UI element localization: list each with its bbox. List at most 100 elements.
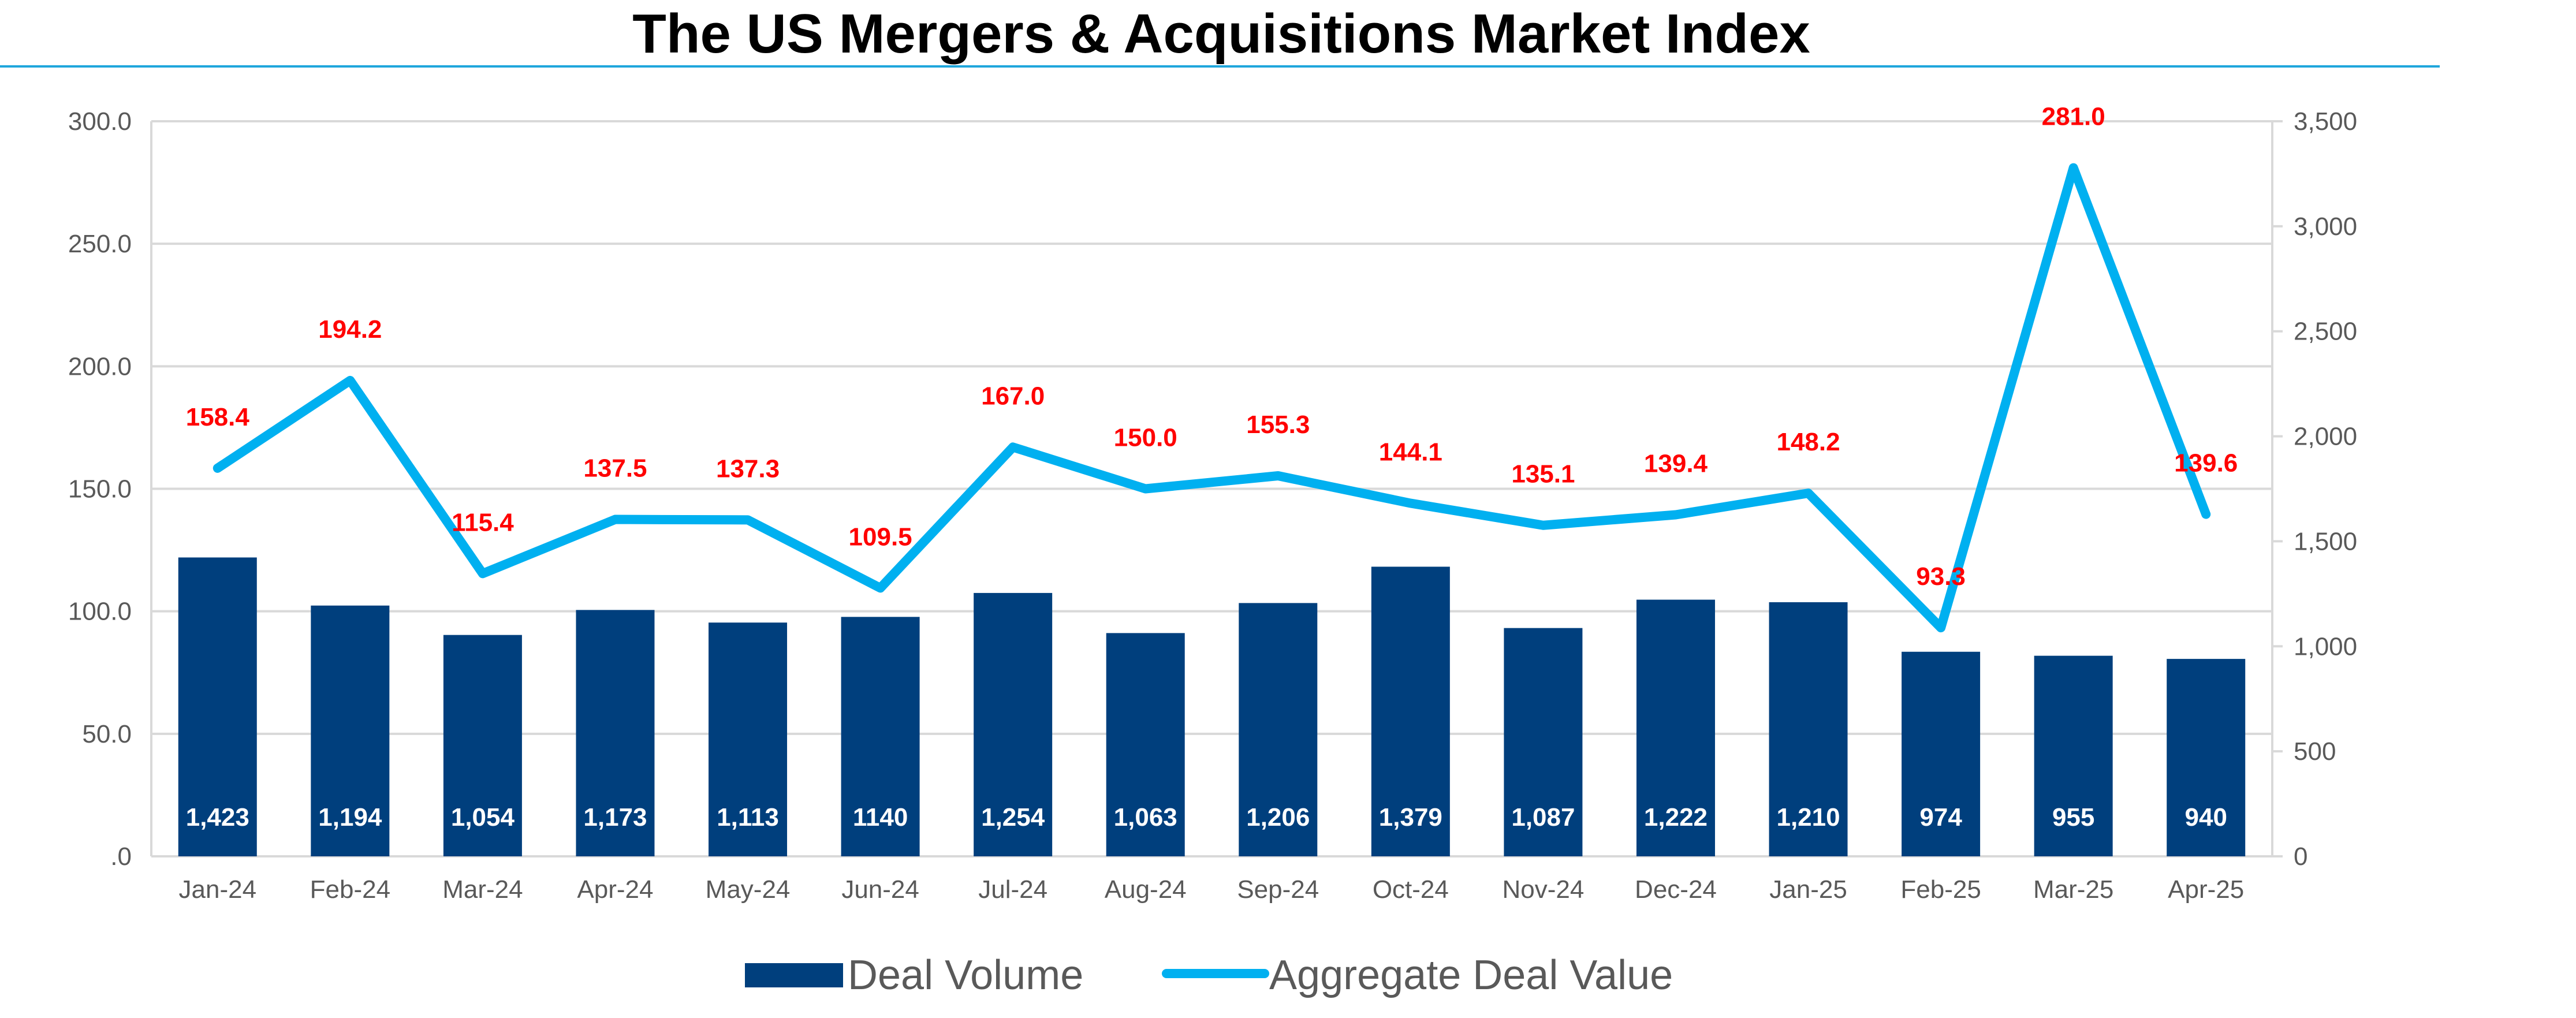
chart-title: The US Mergers & Acquisitions Market Ind… xyxy=(632,3,1810,65)
aggregate-deal-value-point xyxy=(1012,446,1014,448)
aggregate-deal-value-point xyxy=(482,573,483,575)
aggregate-deal-value-data-label: 144.1 xyxy=(1379,438,1442,467)
right-tick-label: 2,000 xyxy=(2294,423,2357,451)
x-tick-label: Aug-24 xyxy=(1105,875,1187,904)
left-tick-label: 250.0 xyxy=(68,230,132,258)
x-axis: Jan-24 Feb-24 Mar-24 Apr-24 May-24 Jun-24 Jul-… xyxy=(179,875,2245,904)
deal-volume-bar xyxy=(576,610,655,856)
left-y-axis: .0 50.0 100.0 150.0 200.0 250.0 300.0 xyxy=(68,107,152,871)
left-tick-label: 200.0 xyxy=(68,352,132,381)
deal-volume-data-label: 974 xyxy=(1919,803,1962,831)
right-tick-label: 500 xyxy=(2294,737,2336,766)
aggregate-deal-value-point xyxy=(2072,167,2074,169)
aggregate-deal-value-data-label: 139.4 xyxy=(1644,449,1708,478)
left-tick-label: .0 xyxy=(110,842,132,871)
deal-value-line xyxy=(213,163,2211,633)
deal-volume-bar xyxy=(1371,566,1450,856)
x-tick-label: May-24 xyxy=(706,875,791,904)
x-tick-label: Jan-25 xyxy=(1769,875,1847,904)
deal-volume-bar xyxy=(974,592,1053,856)
deal-volume-bar xyxy=(1636,599,1715,856)
deal-volume-data-label: 1,063 xyxy=(1114,803,1177,831)
aggregate-deal-value-point xyxy=(1277,475,1279,477)
right-tick-label: 2,500 xyxy=(2294,318,2357,346)
x-tick-label: Mar-25 xyxy=(2033,875,2113,904)
left-tick-label: 300.0 xyxy=(68,107,132,136)
deal-volume-bar xyxy=(709,622,788,856)
legend: Deal Volume Aggregate Deal Value xyxy=(745,952,1673,998)
right-tick-label: 3,500 xyxy=(2294,107,2357,136)
right-tick-label: 0 xyxy=(2294,842,2307,871)
aggregate-deal-value-data-label: 167.0 xyxy=(981,382,1045,410)
deal-value-labels: 158.4 194.2 115.4 137.5 137.3 109.5 167.0 150.0… xyxy=(186,103,2238,591)
x-tick-label: Feb-24 xyxy=(310,875,390,904)
legend-label-aggregate-deal-value: Aggregate Deal Value xyxy=(1269,952,1673,998)
deal-volume-bar xyxy=(2034,655,2113,856)
aggregate-deal-value-data-label: 137.5 xyxy=(583,454,647,483)
deal-volume-bar xyxy=(1106,633,1185,856)
left-tick-label: 100.0 xyxy=(68,598,132,626)
x-tick-label: Feb-25 xyxy=(1900,875,1981,904)
aggregate-deal-value-data-label: 139.6 xyxy=(2174,449,2238,478)
aggregate-deal-value-point xyxy=(349,379,351,381)
x-tick-label: Jul-24 xyxy=(978,875,1047,904)
deal-volume-bar xyxy=(1239,603,1318,856)
aggregate-deal-value-data-label: 109.5 xyxy=(849,523,912,551)
deal-volume-bar xyxy=(841,617,920,856)
deal-volume-bars xyxy=(178,557,2246,856)
deal-volume-bar xyxy=(178,557,257,856)
right-tick-label: 1,000 xyxy=(2294,632,2357,661)
deal-volume-bar xyxy=(311,605,390,856)
right-tick-label: 3,000 xyxy=(2294,212,2357,241)
right-y-axis: 0 500 1,000 1,500 2,000 2,500 3,000 3,500 xyxy=(2271,107,2357,871)
aggregate-deal-value-data-label: 155.3 xyxy=(1246,411,1310,439)
aggregate-deal-value-data-label: 281.0 xyxy=(2042,103,2105,131)
x-tick-label: Dec-24 xyxy=(1635,875,1717,904)
right-tick-label: 1,500 xyxy=(2294,527,2357,555)
aggregate-deal-value-data-label: 194.2 xyxy=(318,315,382,344)
aggregate-deal-value-data-label: 148.2 xyxy=(1776,428,1840,456)
deal-volume-bar xyxy=(2167,659,2246,856)
aggregate-deal-value-point xyxy=(2205,513,2207,515)
aggregate-deal-value-point xyxy=(217,467,218,469)
aggregate-deal-value-line xyxy=(213,163,2211,633)
deal-volume-data-label: 1,222 xyxy=(1644,803,1708,831)
deal-volume-data-label: 1,087 xyxy=(1511,803,1575,831)
deal-volume-data-label: 1,206 xyxy=(1246,803,1310,831)
aggregate-deal-value-point xyxy=(747,519,749,521)
deal-volume-data-label: 1,254 xyxy=(981,803,1045,831)
aggregate-deal-value-point xyxy=(1410,502,1411,504)
aggregate-deal-value-data-label: 158.4 xyxy=(186,403,250,431)
x-tick-label: Apr-25 xyxy=(2168,875,2244,904)
deal-volume-data-label: 1,379 xyxy=(1379,803,1442,831)
deal-volume-bar xyxy=(443,635,522,856)
legend-swatch-deal-volume xyxy=(745,963,843,987)
deal-volume-labels: 1,423 1,194 1,054 1,173 1,113 1140 1,254 1,063 1… xyxy=(186,803,2227,831)
aggregate-deal-value-data-label: 115.4 xyxy=(452,508,514,536)
x-tick-label: Jan-24 xyxy=(179,875,257,904)
aggregate-deal-value-data-label: 137.3 xyxy=(716,454,780,483)
aggregate-deal-value-data-label: 150.0 xyxy=(1114,424,1177,452)
deal-volume-bar xyxy=(1902,651,1981,856)
aggregate-deal-value-data-label: 93.3 xyxy=(1916,562,1966,591)
left-tick-label: 50.0 xyxy=(82,720,132,748)
aggregate-deal-value-point xyxy=(1145,488,1146,490)
deal-volume-data-label: 1,054 xyxy=(451,803,515,831)
deal-volume-bar xyxy=(1504,628,1583,856)
aggregate-deal-value-point xyxy=(1675,514,1676,516)
aggregate-deal-value-point xyxy=(879,587,881,589)
deal-volume-bar xyxy=(1769,602,1848,856)
aggregate-deal-value-point xyxy=(614,519,616,520)
left-tick-label: 150.0 xyxy=(68,475,132,504)
aggregate-deal-value-data-label: 135.1 xyxy=(1511,460,1575,489)
x-tick-label: Jun-24 xyxy=(841,875,919,904)
deal-volume-data-label: 1,210 xyxy=(1776,803,1840,831)
x-tick-label: Mar-24 xyxy=(442,875,523,904)
aggregate-deal-value-point xyxy=(1542,524,1544,526)
deal-volume-data-label: 1,423 xyxy=(186,803,249,831)
aggregate-deal-value-point xyxy=(1940,627,1942,629)
x-tick-label: Oct-24 xyxy=(1373,875,1449,904)
deal-volume-data-label: 955 xyxy=(2052,803,2094,831)
deal-volume-data-label: 1,173 xyxy=(583,803,647,831)
